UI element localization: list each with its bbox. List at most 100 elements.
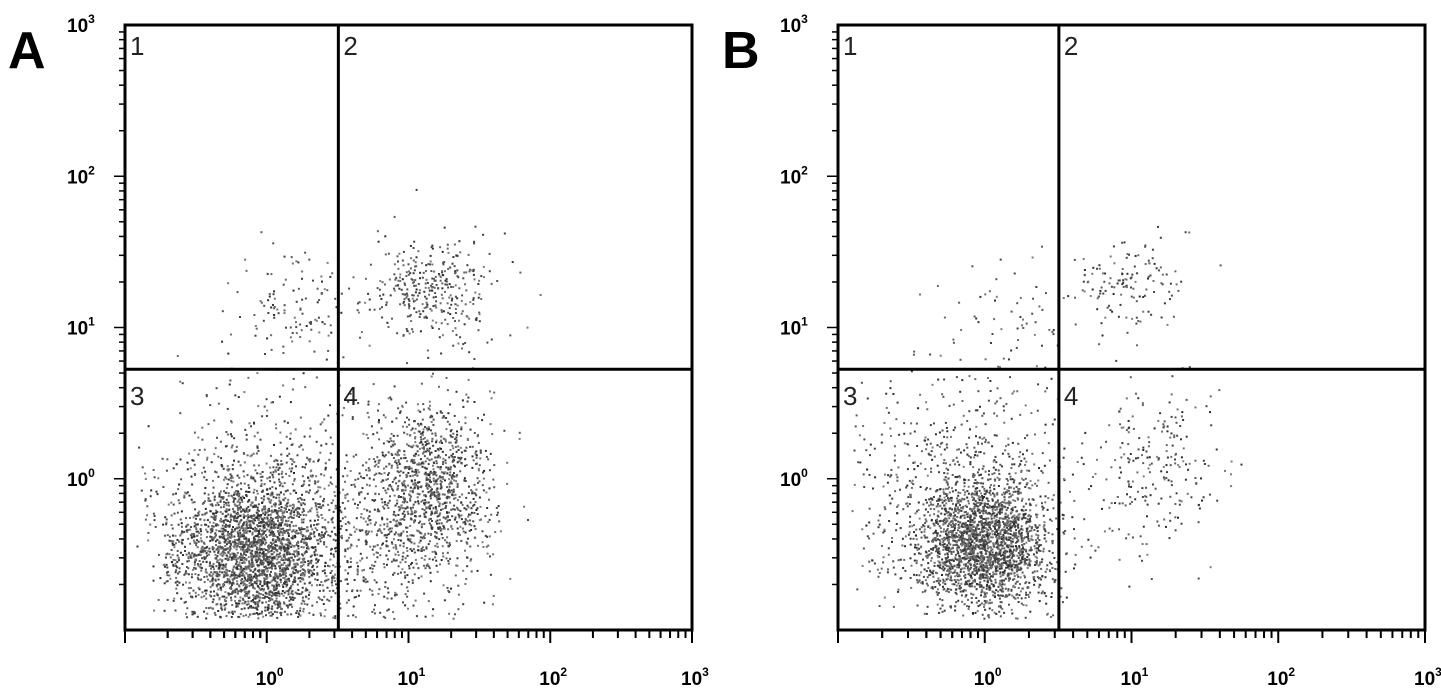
scatter-point: [327, 315, 330, 318]
scatter-point: [413, 511, 416, 514]
scatter-point: [449, 490, 451, 493]
scatter-point: [269, 614, 272, 617]
scatter-point: [426, 487, 429, 490]
scatter-point: [416, 529, 419, 532]
scatter-point: [321, 321, 324, 324]
scatter-point: [449, 294, 452, 297]
scatter-point: [286, 502, 289, 505]
scatter-point: [245, 494, 248, 496]
scatter-point: [447, 311, 450, 314]
scatter-point: [424, 615, 427, 618]
scatter-point: [379, 294, 381, 297]
scatter-point: [455, 540, 458, 542]
scatter-point: [244, 536, 247, 539]
scatter-point: [270, 565, 273, 568]
scatter-point: [247, 600, 250, 603]
scatter-point: [441, 282, 444, 285]
scatter-point: [331, 575, 334, 578]
scatter-point: [270, 526, 273, 528]
scatter-point: [258, 515, 261, 517]
scatter-point: [274, 580, 277, 583]
scatter-point: [413, 486, 416, 489]
scatter-point: [166, 598, 169, 601]
scatter-point: [452, 464, 455, 467]
scatter-point: [223, 608, 226, 611]
scatter-point: [446, 586, 449, 589]
scatter-point: [386, 522, 389, 525]
scatter-point: [308, 591, 311, 594]
scatter-point: [194, 591, 197, 594]
scatter-point: [489, 469, 491, 472]
scatter-point: [241, 574, 244, 577]
scatter-point: [257, 514, 260, 517]
scatter-point: [271, 530, 273, 533]
scatter-point: [262, 572, 265, 575]
scatter-point: [425, 511, 428, 514]
scatter-point: [436, 542, 439, 545]
scatter-point: [429, 254, 432, 257]
scatter-point: [369, 263, 372, 266]
scatter-point: [283, 312, 286, 315]
scatter-point: [438, 274, 441, 277]
scatter-point: [213, 550, 216, 553]
scatter-point: [383, 528, 386, 531]
scatter-point: [206, 530, 209, 533]
scatter-point: [319, 451, 322, 454]
scatter-point: [317, 486, 320, 489]
scatter-point: [268, 597, 271, 600]
scatter-point: [293, 597, 296, 600]
scatter-point: [397, 267, 400, 270]
scatter-point: [384, 501, 386, 503]
quadrant-label-1: 1: [130, 31, 144, 61]
scatter-point: [217, 583, 220, 586]
scatter-point: [339, 602, 342, 605]
scatter-point: [437, 493, 440, 496]
scatter-point: [434, 471, 437, 474]
scatter-point: [399, 410, 402, 413]
scatter-point: [219, 530, 222, 533]
scatter-point: [263, 543, 266, 546]
scatter-point: [453, 504, 456, 507]
scatter-point: [371, 589, 374, 592]
scatter-point: [412, 487, 415, 490]
scatter-point: [228, 549, 231, 552]
scatter-point: [224, 492, 227, 494]
scatter-point: [335, 546, 338, 549]
scatter-point: [511, 261, 514, 263]
scatter-point: [298, 527, 301, 530]
scatter-point: [370, 530, 373, 533]
scatter-point: [465, 541, 468, 544]
scatter-point: [416, 492, 419, 495]
scatter-point: [203, 500, 206, 503]
scatter-point: [331, 521, 334, 524]
scatter-point: [302, 510, 305, 512]
scatter-point: [345, 539, 348, 542]
scatter-point: [222, 573, 225, 576]
scatter-point: [324, 468, 327, 471]
scatter-point: [237, 565, 240, 567]
scatter-point: [420, 549, 423, 552]
scatter-point: [405, 292, 408, 295]
scatter-point: [454, 438, 456, 440]
scatter-point: [403, 515, 406, 518]
scatter-point: [173, 546, 176, 549]
scatter-point: [439, 456, 442, 459]
scatter-point: [441, 442, 443, 444]
scatter-point: [237, 575, 240, 578]
scatter-point: [432, 468, 435, 471]
scatter-point: [174, 562, 177, 565]
scatter-point: [417, 549, 420, 552]
scatter-point: [214, 533, 217, 536]
scatter-point: [448, 489, 451, 492]
scatter-point: [484, 449, 487, 452]
scatter-point: [299, 609, 302, 612]
scatter-point: [212, 512, 215, 515]
scatter-point: [419, 422, 422, 425]
scatter-point: [153, 609, 156, 612]
scatter-point: [440, 322, 443, 325]
scatter-point: [1003, 547, 1006, 550]
scatter-point: [230, 514, 232, 517]
scatter-point: [236, 592, 239, 595]
scatter-point: [432, 507, 435, 510]
scatter-point: [383, 455, 386, 458]
